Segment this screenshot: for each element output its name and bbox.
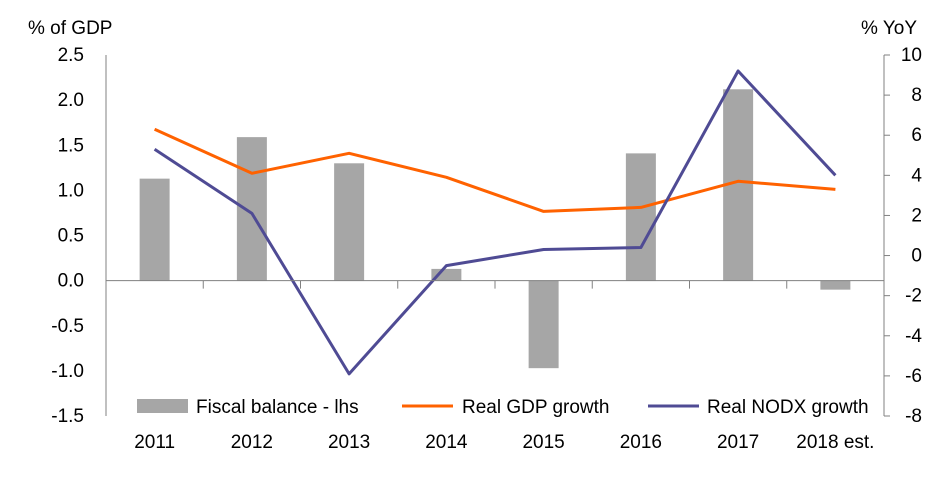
left-tick-label: 0.5 xyxy=(58,226,84,247)
right-tick-label: -4 xyxy=(905,326,922,347)
right-tick-label: 6 xyxy=(911,125,922,146)
bar-fiscal-balance xyxy=(820,280,851,290)
left-tick-label: -0.5 xyxy=(51,316,84,337)
axes xyxy=(105,55,885,416)
right-axis-label: % YoY xyxy=(861,18,917,39)
line-real-gdp-growth xyxy=(153,127,836,213)
right-tick-label: -6 xyxy=(905,366,922,387)
bar-fiscal-balance xyxy=(625,153,656,281)
legend: Fiscal balance - lhs Real GDP growth Rea… xyxy=(137,397,869,418)
legend-label-real-gdp-growth: Real GDP growth xyxy=(462,397,610,418)
left-tick-label: 1.0 xyxy=(58,180,84,201)
x-tick-label: 2014 xyxy=(425,432,468,453)
left-tick-label: 1.5 xyxy=(58,135,84,156)
legend-swatch-fiscal-balance xyxy=(137,399,188,413)
left-tick-label: 2.0 xyxy=(58,90,84,111)
right-tick-label: -2 xyxy=(905,286,922,307)
fiscal-balance-bars xyxy=(139,89,851,369)
bar-fiscal-balance xyxy=(431,268,462,281)
left-tick-label: -1.5 xyxy=(51,406,84,427)
bar-fiscal-balance xyxy=(334,163,365,281)
left-axis-ticks: 2.5 2.0 1.5 1.0 0.5 0.0 -0.5 -1.0 -1.5 xyxy=(51,45,84,427)
left-tick-label: 2.5 xyxy=(58,45,84,66)
legend-label-real-nodx-growth: Real NODX growth xyxy=(707,397,869,418)
legend-label-fiscal-balance: Fiscal balance - lhs xyxy=(196,397,359,418)
x-tick-label: 2015 xyxy=(522,432,564,453)
bar-fiscal-balance xyxy=(139,178,170,281)
x-tick-label: 2018 est. xyxy=(796,432,874,453)
right-tick-label: -8 xyxy=(905,406,922,427)
bar-fiscal-balance xyxy=(236,137,267,281)
left-tick-label: -1.0 xyxy=(51,361,84,382)
right-tick-label: 4 xyxy=(911,165,922,186)
right-tick-label: 0 xyxy=(911,246,922,267)
x-axis-labels: 2011 2012 2013 2014 2015 2016 2017 2018 est. xyxy=(134,432,874,453)
right-tick-label: 8 xyxy=(911,85,922,106)
left-tick-label: 0.0 xyxy=(58,271,84,292)
bar-fiscal-balance xyxy=(528,280,559,369)
x-tick-label: 2011 xyxy=(134,432,175,453)
right-tick-label: 2 xyxy=(911,205,922,226)
right-axis-ticks: 10 8 6 4 2 0 -2 -4 -6 -8 xyxy=(884,45,922,427)
x-tick-label: 2013 xyxy=(328,432,370,453)
x-tick-label: 2012 xyxy=(231,432,273,453)
line-real-nodx-growth xyxy=(153,69,837,376)
right-tick-label: 10 xyxy=(901,45,922,66)
x-tick-label: 2016 xyxy=(620,432,662,453)
x-tick-label: 2017 xyxy=(717,432,759,453)
series-lines xyxy=(153,69,837,376)
left-axis-label: % of GDP xyxy=(28,18,112,39)
